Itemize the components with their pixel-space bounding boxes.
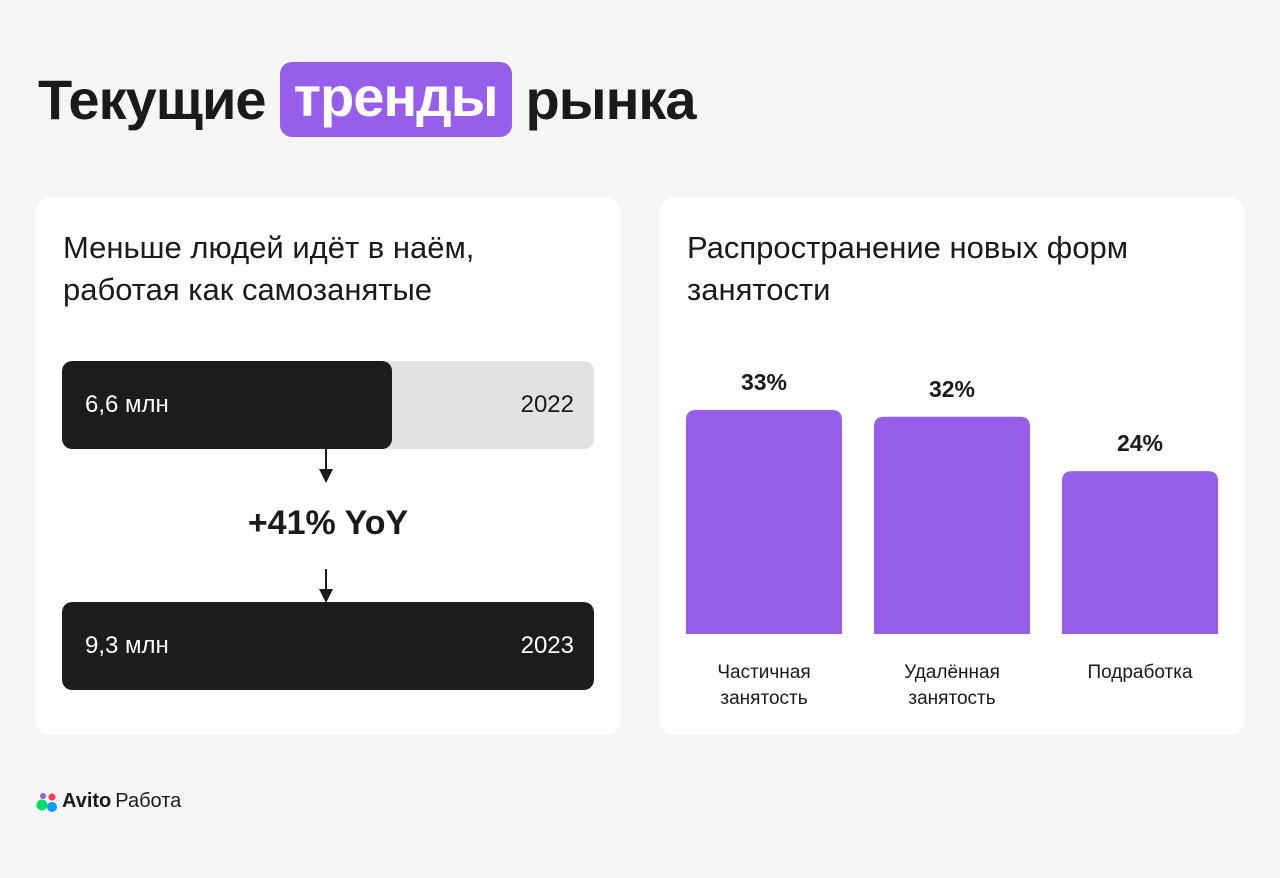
bar-2022: 6,6 млн 2022	[62, 361, 594, 449]
bar-2023-year: 2023	[520, 632, 574, 659]
headline-part-2: рынка	[525, 68, 697, 131]
bar-value-label: 32%	[929, 376, 975, 402]
page-headline: Текущие тренды рынка	[38, 62, 697, 137]
bar-3	[1062, 471, 1218, 634]
arrow-down-icon	[319, 569, 333, 603]
bar-2023: 9,3 млн 2023	[62, 602, 594, 690]
avito-product: Работа	[115, 790, 182, 812]
category-label: Частичная	[717, 662, 810, 683]
category-label: занятость	[720, 688, 807, 709]
avito-dots-icon	[36, 792, 57, 812]
avito-logo: Avito Работа	[36, 790, 181, 813]
headline-highlight: тренды	[279, 62, 512, 137]
self-employed-title: Меньше людей идёт в наём, работая как са…	[63, 230, 475, 307]
bar-2022-fill	[62, 361, 392, 449]
chart-title: Распространение новых форм занятости	[687, 230, 1129, 307]
bar-1	[686, 410, 842, 634]
bar-2022-year: 2022	[520, 391, 574, 418]
bar-value-label: 33%	[741, 369, 787, 395]
bar-2023-fill	[62, 602, 594, 690]
bar-2023-value: 9,3 млн	[85, 632, 169, 659]
employment-forms-chart: 33% Частичная занятость 32% Удалённая занятос…	[686, 369, 1218, 709]
category-label: Удалённая	[904, 662, 1000, 683]
avito-brand: Avito	[62, 790, 112, 812]
employment-forms-card: Распространение новых форм занятости 33%…	[659, 197, 1245, 735]
bar-value-label: 24%	[1117, 430, 1163, 456]
growth-label: +41% YoY	[247, 504, 409, 542]
category-label: Подработка	[1087, 662, 1192, 683]
bar-2	[874, 416, 1030, 634]
bar-2022-value: 6,6 млн	[85, 391, 169, 418]
self-employed-card: Меньше людей идёт в наём, работая как са…	[35, 197, 621, 735]
arrow-down-icon	[319, 449, 333, 483]
category-label: занятость	[908, 688, 995, 709]
headline-part-1: Текущие	[38, 68, 267, 131]
